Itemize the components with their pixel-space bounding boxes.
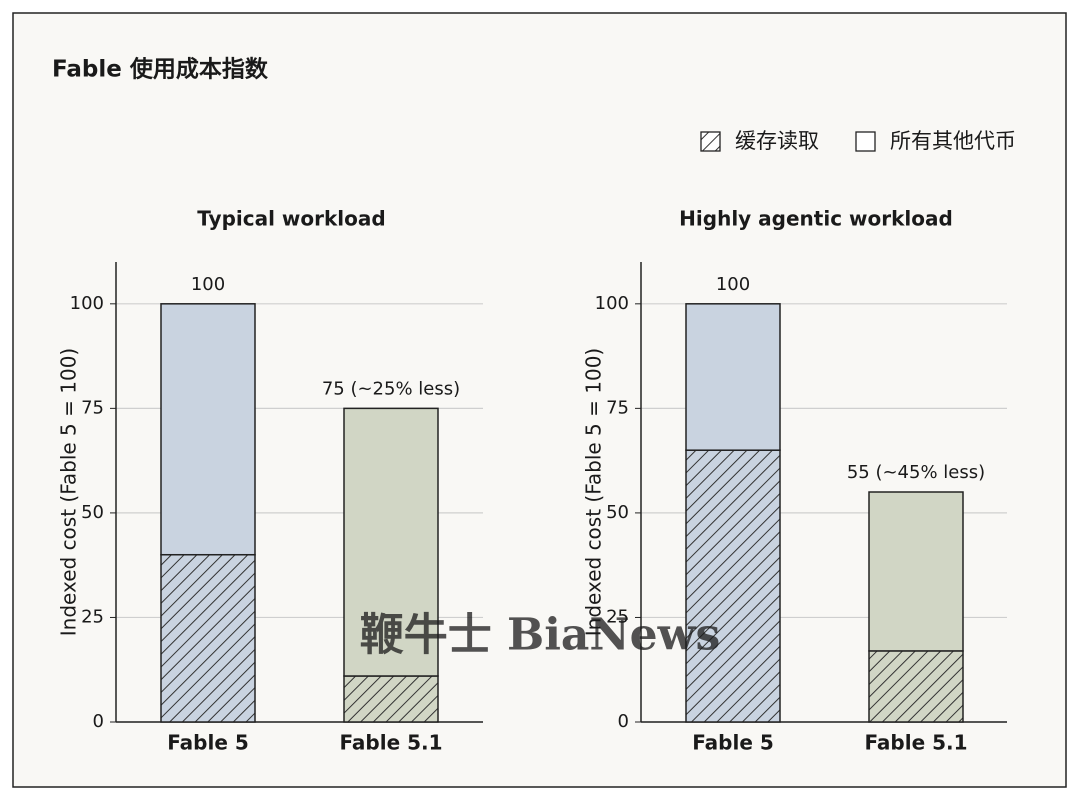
legend-swatch bbox=[700, 131, 721, 152]
bar-segment bbox=[343, 407, 439, 677]
y-tick-label: 50 bbox=[81, 502, 104, 523]
total-label: 100 bbox=[191, 274, 225, 295]
bar-segment bbox=[160, 553, 256, 723]
subplot-title: Highly agentic workload bbox=[679, 207, 953, 231]
y-tick-label: 0 bbox=[618, 711, 629, 732]
y-tick-label: 75 bbox=[81, 397, 104, 418]
bar-segment bbox=[685, 303, 781, 451]
bar-segment bbox=[868, 491, 964, 652]
watermark: 鞭牛士 BiaNews bbox=[360, 610, 721, 661]
legend-swatch bbox=[855, 131, 876, 152]
y-axis-label: Indexed cost (Fable 5 = 100) bbox=[582, 348, 606, 636]
y-tick-label: 25 bbox=[606, 606, 629, 627]
x-tick-label: Fable 5 bbox=[167, 731, 249, 755]
x-tick-label: Fable 5.1 bbox=[339, 731, 442, 755]
y-tick-label: 0 bbox=[93, 711, 104, 732]
total-label: 55 (~45% less) bbox=[847, 462, 985, 483]
bar-segment bbox=[868, 650, 964, 723]
bar-segment bbox=[160, 303, 256, 556]
bar-segment bbox=[685, 449, 781, 723]
y-tick-label: 100 bbox=[595, 293, 629, 314]
y-tick-label: 100 bbox=[70, 293, 104, 314]
y-tick-label: 50 bbox=[606, 502, 629, 523]
chart-title: Fable 使用成本指数 bbox=[52, 57, 269, 83]
y-axis-label: Indexed cost (Fable 5 = 100) bbox=[57, 348, 81, 636]
total-label: 75 (~25% less) bbox=[322, 378, 460, 399]
legend-label: 所有其他代币 bbox=[890, 129, 1016, 153]
y-tick-label: 25 bbox=[81, 606, 104, 627]
y-tick-label: 75 bbox=[606, 397, 629, 418]
x-tick-label: Fable 5 bbox=[692, 731, 774, 755]
subplot-title: Typical workload bbox=[197, 207, 385, 231]
bar-segment bbox=[343, 675, 439, 723]
x-tick-label: Fable 5.1 bbox=[864, 731, 967, 755]
legend-label: 缓存读取 bbox=[735, 129, 819, 153]
total-label: 100 bbox=[716, 274, 750, 295]
